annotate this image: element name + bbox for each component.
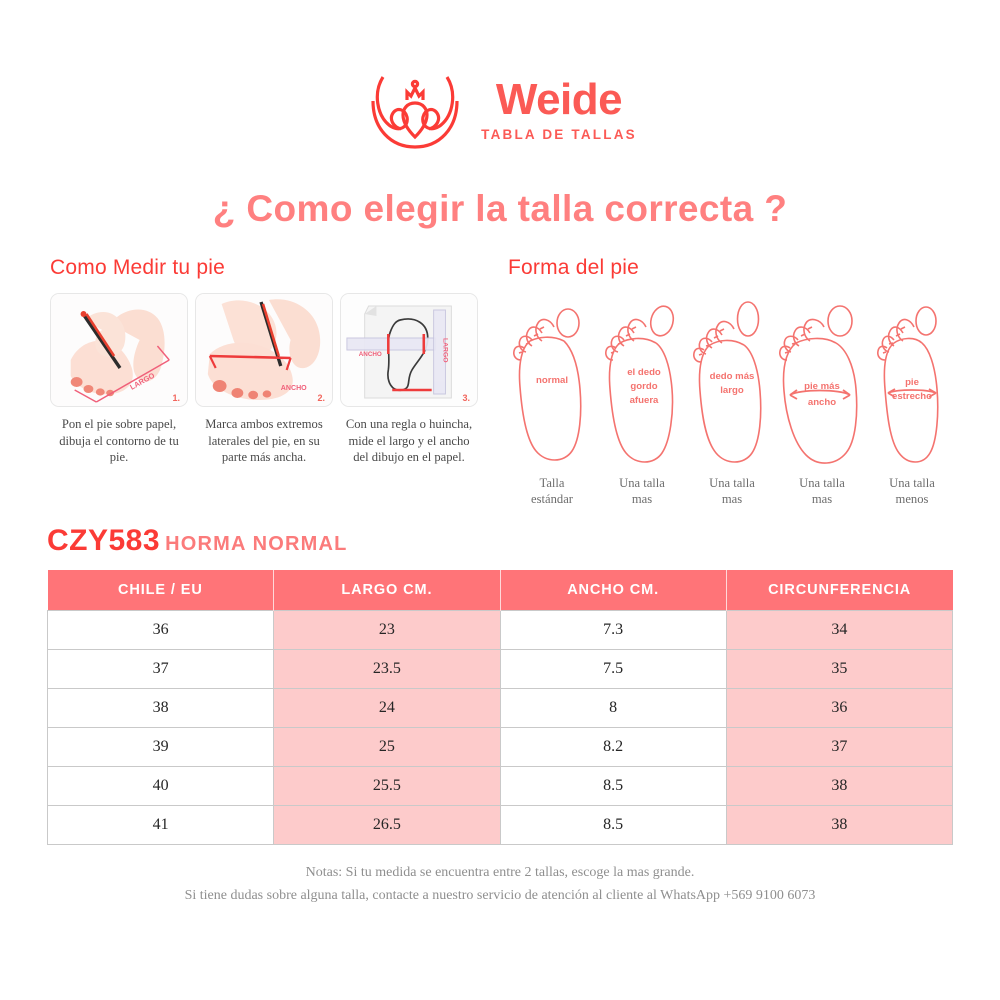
- photo-label-ancho: ANCHO: [359, 351, 382, 358]
- foot-shape-item: pie más ancho Una talla mas: [778, 293, 866, 508]
- table-row: 36 23 7.3 34: [46, 609, 954, 650]
- cell-largo: 26.5: [273, 804, 501, 845]
- cell-circunferencia: 34: [725, 609, 954, 650]
- cell-largo: 23: [273, 609, 501, 650]
- cell-ancho: 8.2: [499, 726, 727, 767]
- cell-largo: 25: [273, 726, 501, 767]
- footprint-big-toe-out-icon: el dedo gordo afuera: [605, 305, 675, 463]
- size-table-section: CZY583 HORMA NORMAL CHILE / EU LARGO CM. …: [0, 524, 1000, 845]
- column-header-circunferencia: CIRCUNFERENCIA: [726, 569, 953, 611]
- foot-label-line: estrecho: [892, 391, 932, 402]
- foot-width-marking-photo-icon: ANCHO 2.: [195, 293, 333, 407]
- cell-ancho: 7.5: [499, 648, 727, 689]
- notes-line-1: Notas: Si tu medida se encuentra entre 2…: [305, 864, 695, 880]
- brand-subtitle: TABLA DE TALLAS: [481, 127, 637, 142]
- foot-label-line: dedo más: [710, 371, 755, 382]
- brand-name: Weide: [495, 75, 623, 124]
- table-row: 38 24 8 36: [46, 687, 954, 728]
- cell-largo: 23.5: [273, 648, 501, 689]
- foot-shape-item: el dedo gordo afuera Una talla mas: [598, 293, 686, 508]
- cell-ancho: 7.3: [499, 609, 727, 650]
- cell-size: 41: [46, 804, 275, 845]
- step-number: 1.: [172, 393, 180, 403]
- step-caption: Pon el pie sobre papel, dibuja el contor…: [59, 417, 179, 465]
- cell-size: 38: [46, 687, 275, 728]
- cell-ancho: 8: [499, 687, 727, 728]
- table-header-row: CHILE / EU LARGO CM. ANCHO CM. CIRCUNFER…: [47, 569, 953, 611]
- step-caption: Marca ambos extremos laterales del pie, …: [205, 417, 323, 465]
- foot-shape-item: pie estrecho Una talla menos: [868, 293, 956, 508]
- foot-label-line: pie más: [804, 381, 840, 392]
- footprint-wider-icon: pie más ancho: [779, 305, 858, 464]
- info-sections: Como Medir tu pie: [0, 256, 1000, 508]
- model-line: CZY583 HORMA NORMAL: [47, 524, 953, 558]
- cell-size: 39: [46, 726, 275, 767]
- foot-shape-caption: Una talla mas: [709, 476, 755, 507]
- foot-shape-caption: Una talla mas: [619, 476, 665, 507]
- model-name: HORMA NORMAL: [165, 532, 348, 555]
- table-body: 36 23 7.3 34 37 23.5 7.5 35 38 24 8 36 3…: [46, 609, 954, 845]
- brand-text: Weide TABLA DE TALLAS: [481, 75, 637, 143]
- measure-step: ANCHO LARGO 3. Con una regla o huincha, …: [340, 293, 478, 466]
- table-row: 40 25.5 8.5 38: [46, 765, 954, 806]
- cell-circunferencia: 38: [725, 765, 954, 806]
- measure-step: LARGO 1. Pon el pie sobre papel, dibuja …: [50, 293, 188, 466]
- cell-circunferencia: 35: [725, 648, 954, 689]
- table-row: 37 23.5 7.5 35: [46, 648, 954, 689]
- cell-size: 40: [46, 765, 275, 806]
- footprint-longer-toe-icon: dedo más largo: [693, 301, 762, 463]
- foot-shape-caption: Una talla mas: [799, 476, 845, 507]
- size-table: CHILE / EU LARGO CM. ANCHO CM. CIRCUNFER…: [46, 569, 954, 845]
- step-number: 3.: [462, 393, 470, 403]
- foot-label-line: normal: [536, 375, 568, 386]
- footprint-narrow-icon: pie estrecho: [877, 306, 939, 463]
- measure-steps: LARGO 1. Pon el pie sobre papel, dibuja …: [50, 293, 490, 466]
- footprint-normal-icon: normal: [513, 308, 582, 461]
- column-header-chile-eu: CHILE / EU: [47, 569, 275, 611]
- paper-ruler-outline-photo-icon: ANCHO LARGO 3.: [340, 293, 478, 407]
- cell-size: 36: [46, 609, 275, 650]
- cell-size: 37: [46, 648, 275, 689]
- measure-step: ANCHO 2. Marca ambos extremos laterales …: [195, 293, 333, 466]
- footer-notes: Notas: Si tu medida se encuentra entre 2…: [0, 861, 1000, 907]
- foot-tracing-pencil-photo-icon: LARGO 1.: [50, 293, 188, 407]
- shape-heading: Forma del pie: [508, 256, 639, 279]
- foot-shape-caption: Una talla menos: [889, 476, 935, 507]
- notes-line-2: Si tiene dudas sobre alguna talla, conta…: [184, 887, 816, 903]
- shape-section: Forma del pie normal: [490, 256, 962, 508]
- cell-circunferencia: 36: [725, 687, 954, 728]
- cell-largo: 24: [273, 687, 501, 728]
- foot-label-line: ancho: [808, 397, 836, 408]
- step-number: 2.: [317, 393, 325, 403]
- foot-label-line: gordo: [630, 381, 657, 392]
- foot-label-line: el dedo: [627, 367, 661, 378]
- photo-label-largo: LARGO: [442, 338, 449, 363]
- table-row: 39 25 8.2 37: [46, 726, 954, 767]
- photo-label-ancho: ANCHO: [281, 384, 307, 392]
- measure-heading: Como Medir tu pie: [50, 256, 225, 279]
- cell-ancho: 8.5: [499, 804, 727, 845]
- foot-label-line: pie: [905, 377, 919, 388]
- foot-shape-item: dedo más largo Una talla mas: [688, 293, 776, 508]
- table-row: 41 26.5 8.5 38: [46, 804, 954, 845]
- cell-largo: 25.5: [273, 765, 501, 806]
- cell-circunferencia: 37: [725, 726, 954, 767]
- weide-swan-crown-logo-icon: [363, 67, 467, 153]
- brand-header: Weide TABLA DE TALLAS: [0, 0, 1000, 164]
- cell-circunferencia: 38: [725, 804, 954, 845]
- foot-shape-caption: Talla estándar: [531, 476, 573, 507]
- foot-label-line: afuera: [630, 395, 659, 406]
- step-caption: Con una regla o huincha, mide el largo y…: [345, 417, 473, 465]
- foot-label-line: largo: [720, 385, 744, 396]
- foot-shape-list: normal Talla estándar: [508, 293, 962, 508]
- model-code: CZY583: [47, 523, 161, 557]
- column-header-largo: LARGO CM.: [273, 569, 501, 611]
- measure-section: Como Medir tu pie: [50, 256, 490, 466]
- page-title: ¿ Como elegir la talla correcta ?: [212, 188, 788, 229]
- column-header-ancho: ANCHO CM.: [500, 569, 727, 611]
- foot-shape-item: normal Talla estándar: [508, 293, 596, 508]
- cell-ancho: 8.5: [499, 765, 727, 806]
